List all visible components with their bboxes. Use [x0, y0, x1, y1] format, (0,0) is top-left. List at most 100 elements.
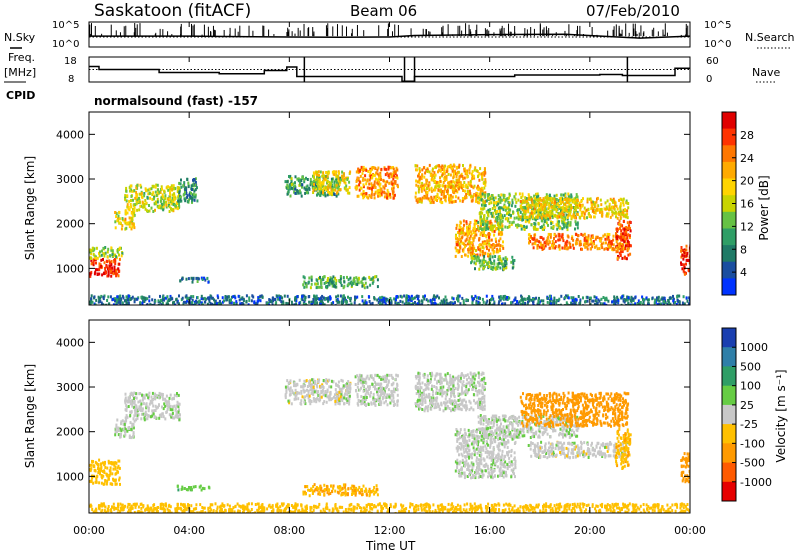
range-gate-cell: [178, 187, 180, 190]
range-gate-cell: [114, 259, 116, 262]
range-gate-cell: [471, 247, 473, 250]
range-gate-cell: [460, 221, 462, 224]
range-gate-cell: [149, 210, 151, 213]
range-gate-cell: [427, 300, 429, 303]
range-gate-cell: [115, 462, 117, 465]
range-gate-cell: [388, 166, 390, 169]
range-gate-cell: [384, 195, 386, 198]
range-gate-cell: [489, 239, 491, 242]
range-gate-cell: [341, 284, 343, 287]
range-gate-cell: [115, 274, 117, 277]
range-gate-cell: [574, 216, 576, 219]
range-gate-cell: [553, 205, 555, 208]
range-gate-cell: [124, 198, 126, 201]
range-gate-cell: [165, 201, 167, 204]
range-gate-cell: [502, 247, 504, 250]
range-gate-cell: [108, 270, 110, 273]
range-gate-cell: [654, 301, 656, 304]
range-gate-cell: [537, 198, 539, 201]
range-gate-cell: [492, 207, 494, 210]
range-gate-cell: [566, 240, 568, 243]
range-gate-cell: [106, 483, 108, 486]
range-gate-cell: [444, 195, 446, 198]
range-gate-cell: [567, 216, 569, 219]
range-gate-cell: [335, 279, 337, 282]
range-gate-cell: [430, 196, 432, 199]
range-gate-cell: [104, 267, 106, 270]
range-gate-cell: [317, 184, 319, 187]
range-gate-cell: [528, 221, 530, 224]
range-gate-cell: [461, 255, 463, 258]
range-gate-cell: [356, 187, 358, 190]
range-gate-cell: [145, 189, 147, 192]
range-gate-cell: [106, 467, 108, 470]
range-gate-cell: [360, 187, 362, 190]
range-gate-cell: [374, 298, 376, 301]
range-gate-cell: [455, 255, 457, 258]
range-gate-cell: [545, 244, 547, 247]
ytick-label: 4000: [56, 128, 84, 141]
range-gate-cell: [545, 240, 547, 243]
range-gate-cell: [627, 244, 629, 247]
range-gate-cell: [90, 297, 92, 300]
range-gate-cell: [174, 198, 176, 201]
range-gate-cell: [535, 193, 537, 196]
range-gate-cell: [668, 300, 670, 303]
range-gate-cell: [297, 190, 299, 193]
range-gate-cell: [193, 193, 195, 196]
range-gate-cell: [553, 300, 555, 303]
range-gate-cell: [548, 204, 550, 207]
range-gate-cell: [219, 300, 221, 303]
range-gate-cell: [95, 268, 97, 271]
range-gate-cell: [537, 204, 539, 207]
range-gate-cell: [552, 212, 554, 215]
range-gate-cell: [192, 281, 194, 284]
range-gate-cell: [453, 297, 455, 300]
range-gate-cell: [415, 184, 417, 187]
range-gate-cell: [308, 277, 310, 280]
range-gate-cell: [455, 235, 457, 238]
cpid-text: normalsound (fast) -157: [94, 94, 258, 108]
range-gate-cell: [469, 229, 471, 232]
range-gate-cell: [117, 267, 119, 270]
range-gate-cell: [190, 297, 192, 300]
range-gate-cell: [108, 267, 110, 270]
range-gate-cell: [595, 238, 597, 241]
range-gate-cell: [495, 244, 497, 247]
range-gate-cell: [430, 299, 432, 302]
range-gate-cell: [456, 175, 458, 178]
range-gate-cell: [477, 188, 479, 191]
range-gate-cell: [438, 197, 440, 200]
range-gate-cell: [362, 168, 364, 171]
range-gate-cell: [117, 460, 119, 463]
range-gate-cell: [594, 203, 596, 206]
range-gate-cell: [313, 171, 315, 174]
range-gate-cell: [511, 204, 513, 207]
range-gate-cell: [469, 171, 471, 174]
range-gate-cell: [553, 208, 555, 211]
range-gate-cell: [104, 466, 106, 469]
range-gate-cell: [395, 295, 397, 298]
range-gate-cell: [320, 282, 322, 285]
range-gate-cell: [119, 221, 121, 224]
range-gate-cell: [403, 295, 405, 298]
range-gate-cell: [541, 244, 543, 247]
range-gate-cell: [593, 242, 595, 245]
range-gate-cell: [377, 172, 379, 175]
range-gate-cell: [510, 301, 512, 304]
range-gate-cell: [180, 198, 182, 201]
range-gate-cell: [558, 222, 560, 225]
range-gate-cell: [597, 197, 599, 200]
range-gate-cell: [622, 243, 624, 246]
range-gate-cell: [515, 201, 517, 204]
range-gate-cell: [367, 170, 369, 173]
range-gate-cell: [383, 180, 385, 183]
range-gate-cell: [110, 295, 112, 298]
range-gate-cell: [129, 190, 131, 193]
range-gate-cell: [490, 262, 492, 265]
range-gate-cell: [482, 234, 484, 237]
range-gate-cell: [591, 300, 593, 303]
range-gate-cell: [379, 296, 381, 299]
range-gate-cell: [393, 174, 395, 177]
range-gate-cell: [320, 187, 322, 190]
